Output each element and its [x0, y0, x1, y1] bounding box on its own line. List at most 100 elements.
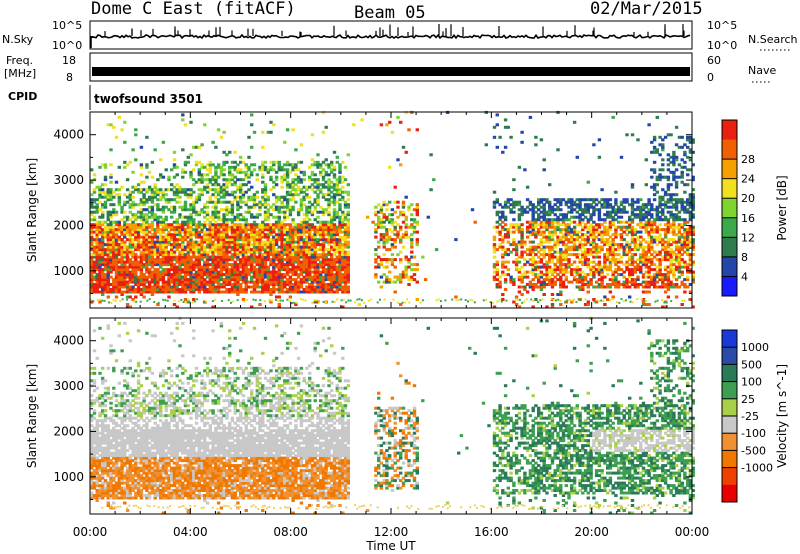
echo-cell: [205, 258, 210, 262]
echo-cell: [332, 198, 337, 202]
echo-cell: [548, 210, 552, 214]
echo-cell: [106, 195, 110, 199]
echo-cell: [288, 253, 293, 257]
echo-cell: [296, 228, 301, 232]
echo-cell: [603, 240, 607, 244]
echo-cell: [214, 203, 218, 207]
echo-cell: [269, 280, 273, 284]
echo-cell: [570, 230, 574, 234]
echo-cell: [252, 288, 257, 291]
echo-cell: [542, 293, 546, 296]
echo-cell: [142, 240, 146, 244]
echo-cell: [269, 278, 273, 282]
echo-cell: [136, 285, 141, 289]
echo-cell: [321, 185, 326, 189]
echo-cell: [330, 233, 334, 237]
echo-cell: [219, 270, 224, 274]
echo-cell: [589, 265, 593, 269]
echo-cell: [214, 285, 218, 289]
echo-cell: [603, 260, 607, 264]
echo-cell: [531, 288, 535, 291]
echo-cell: [335, 155, 339, 159]
echo-cell: [203, 260, 207, 264]
echo-cell: [567, 253, 571, 257]
echo-cell: [330, 230, 334, 234]
echo-cell: [550, 293, 555, 296]
echo-cell: [531, 220, 535, 224]
echo-cell: [145, 238, 149, 242]
echo-cell: [252, 240, 257, 244]
echo-cell: [302, 170, 306, 174]
echo-cell: [200, 243, 204, 247]
nsearch-label: N.Search: [748, 33, 798, 46]
echo-cell: [346, 270, 350, 274]
echo-cell: [101, 283, 105, 286]
echo-cell: [103, 190, 108, 194]
echo-cell: [583, 210, 588, 214]
echo-cell: [170, 228, 174, 232]
echo-cell: [294, 278, 298, 282]
echo-cell: [636, 248, 640, 252]
echo-cell: [159, 278, 163, 282]
echo-cell: [305, 210, 309, 214]
echo-cell: [561, 255, 566, 259]
echo-cell: [296, 193, 301, 197]
echo-cell: [225, 268, 229, 272]
echo-cell: [95, 273, 99, 277]
echo-cell: [556, 215, 560, 219]
echo-cell: [429, 188, 433, 192]
echo-cell: [90, 248, 94, 252]
echo-cell: [553, 283, 557, 286]
echo-cell: [592, 198, 596, 202]
echo-cell: [332, 238, 337, 242]
echo-cell: [335, 288, 339, 291]
echo-cell: [192, 250, 196, 254]
echo-cell: [296, 253, 301, 257]
echo-cell: [561, 213, 566, 217]
echo-cell: [216, 183, 221, 187]
echo-cell: [197, 210, 201, 214]
echo-cell: [313, 273, 317, 277]
echo-cell: [614, 283, 618, 286]
echo-cell: [570, 240, 574, 244]
echo-cell: [330, 160, 334, 164]
echo-cell: [277, 288, 281, 291]
echo-cell: [559, 265, 563, 269]
echo-cell: [608, 248, 613, 252]
echo-cell: [266, 208, 270, 212]
echo-cell: [578, 203, 582, 207]
echo-cell: [156, 270, 160, 274]
echo-cell: [343, 228, 348, 232]
echo-cell: [302, 173, 306, 177]
echo-cell: [545, 238, 549, 242]
echo-cell: [291, 240, 295, 244]
echo-cell: [269, 188, 273, 192]
echo-cell: [230, 248, 235, 252]
echo-cell: [134, 278, 138, 282]
echo-cell: [228, 150, 232, 154]
echo-cell: [622, 245, 626, 249]
echo-cell: [288, 205, 293, 209]
echo-cell: [396, 230, 400, 234]
nsky-tick-low: 10^0: [52, 39, 82, 52]
echo-cell: [537, 275, 541, 279]
echo-cell: [178, 273, 182, 277]
echo-cell: [236, 273, 240, 277]
echo-cell: [330, 215, 334, 219]
echo-cell: [382, 215, 386, 219]
echo-cell: [136, 248, 141, 252]
echo-cell: [90, 203, 94, 207]
echo-cell: [200, 258, 204, 262]
echo-cell: [534, 263, 538, 267]
echo-cell: [153, 290, 157, 294]
echo-cell: [208, 250, 212, 254]
echo-cell: [299, 143, 304, 147]
echo-cell: [189, 170, 193, 174]
echo-cell: [377, 240, 381, 244]
echo-cell: [385, 123, 389, 127]
echo-cell: [228, 238, 232, 242]
echo-cell: [120, 253, 124, 257]
echo-cell: [528, 115, 533, 119]
echo-cell: [523, 275, 527, 279]
echo-cell: [258, 238, 262, 242]
